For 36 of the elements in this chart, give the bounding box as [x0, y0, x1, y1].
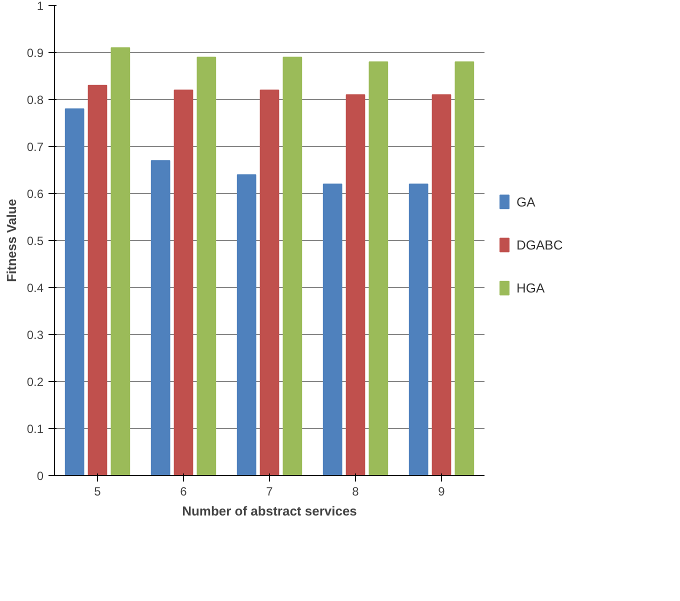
- bar: [196, 56, 216, 476]
- bar: [236, 174, 256, 476]
- y-tick-label: 0.6: [26, 187, 44, 201]
- y-tick-label: 0.3: [26, 328, 44, 342]
- bar: [260, 90, 280, 476]
- y-tick-label: 0.5: [26, 234, 44, 248]
- x-axis-title: Number of abstract services: [182, 504, 357, 518]
- y-tick-label: 1: [36, 0, 44, 13]
- bar: [174, 90, 194, 476]
- legend-label: GA: [516, 194, 536, 210]
- bar: [322, 184, 342, 476]
- bar: [408, 184, 428, 476]
- y-tick-label: 0.4: [26, 281, 44, 295]
- bar: [368, 61, 388, 476]
- bar: [432, 94, 452, 476]
- y-tick-label: 0.2: [26, 375, 44, 389]
- bar: [282, 56, 302, 476]
- x-tick-label: 8: [352, 484, 360, 498]
- bar: [88, 84, 108, 476]
- y-tick-label: 0.8: [26, 93, 44, 107]
- bar: [454, 61, 474, 476]
- bar: [346, 94, 366, 476]
- y-tick-label: 0.1: [26, 422, 44, 436]
- x-tick-label: 6: [180, 484, 188, 498]
- y-tick-label: 0: [36, 469, 44, 483]
- legend-label: DGABC: [516, 238, 563, 252]
- x-tick-label: 5: [94, 484, 102, 498]
- y-tick-label: 0.7: [26, 140, 44, 154]
- legend-label: HGA: [516, 280, 545, 296]
- y-axis-title: Fitness Value: [4, 198, 19, 282]
- bar: [64, 108, 84, 476]
- x-tick-label: 7: [266, 484, 274, 498]
- x-tick-label: 9: [438, 484, 446, 498]
- bar: [110, 47, 130, 476]
- bar: [150, 160, 170, 476]
- y-tick-label: 0.9: [26, 46, 44, 60]
